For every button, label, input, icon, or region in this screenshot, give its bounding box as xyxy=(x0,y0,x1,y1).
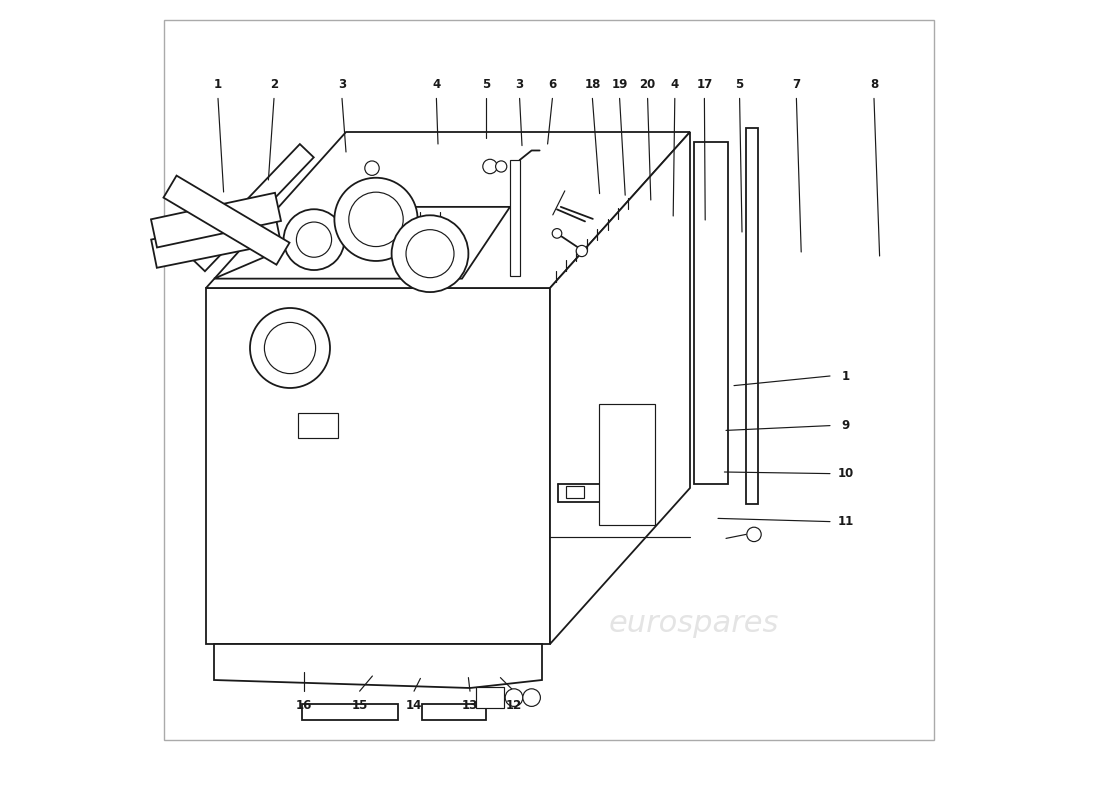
Polygon shape xyxy=(746,128,758,504)
Text: 14: 14 xyxy=(406,699,422,712)
Polygon shape xyxy=(694,142,728,484)
Circle shape xyxy=(296,222,331,258)
Polygon shape xyxy=(164,175,289,265)
Text: 1: 1 xyxy=(842,370,850,382)
Text: 13: 13 xyxy=(462,699,478,712)
Circle shape xyxy=(505,689,522,706)
Text: 1: 1 xyxy=(213,78,222,90)
Circle shape xyxy=(349,192,404,246)
Circle shape xyxy=(284,210,344,270)
Polygon shape xyxy=(298,413,338,438)
Circle shape xyxy=(552,229,562,238)
Polygon shape xyxy=(206,288,550,644)
Text: 9: 9 xyxy=(842,419,850,432)
Text: eurospares: eurospares xyxy=(289,450,459,478)
Text: 18: 18 xyxy=(584,78,601,90)
Polygon shape xyxy=(302,704,398,720)
Text: 11: 11 xyxy=(838,515,854,528)
Polygon shape xyxy=(475,687,505,708)
Polygon shape xyxy=(191,144,313,271)
Polygon shape xyxy=(422,704,486,720)
Polygon shape xyxy=(550,132,690,644)
Text: 3: 3 xyxy=(338,78,346,90)
Circle shape xyxy=(483,159,497,174)
Polygon shape xyxy=(510,160,519,275)
Text: 17: 17 xyxy=(696,78,713,90)
Polygon shape xyxy=(206,132,690,288)
Circle shape xyxy=(496,161,507,172)
Text: 2: 2 xyxy=(270,78,278,90)
Polygon shape xyxy=(214,644,542,688)
Circle shape xyxy=(576,246,587,257)
Text: 5: 5 xyxy=(482,78,491,90)
Circle shape xyxy=(365,161,380,175)
Text: eurospares: eurospares xyxy=(608,610,779,638)
Polygon shape xyxy=(151,193,280,247)
Polygon shape xyxy=(600,404,654,526)
Text: 6: 6 xyxy=(548,78,557,90)
Circle shape xyxy=(334,178,418,261)
Polygon shape xyxy=(566,486,584,498)
Polygon shape xyxy=(214,207,510,278)
Text: 15: 15 xyxy=(351,699,367,712)
Circle shape xyxy=(264,322,316,374)
Polygon shape xyxy=(151,214,280,268)
Text: 16: 16 xyxy=(296,699,311,712)
Circle shape xyxy=(392,215,469,292)
Text: 4: 4 xyxy=(432,78,440,90)
Circle shape xyxy=(747,527,761,542)
Circle shape xyxy=(522,689,540,706)
Text: 4: 4 xyxy=(671,78,679,90)
Text: 7: 7 xyxy=(792,78,801,90)
Text: 5: 5 xyxy=(736,78,744,90)
Text: 8: 8 xyxy=(870,78,878,90)
Circle shape xyxy=(250,308,330,388)
Text: 20: 20 xyxy=(639,78,656,90)
Text: 3: 3 xyxy=(516,78,524,90)
Circle shape xyxy=(406,230,454,278)
Text: 10: 10 xyxy=(838,467,854,480)
Text: 12: 12 xyxy=(506,699,522,712)
Text: 19: 19 xyxy=(612,78,628,90)
